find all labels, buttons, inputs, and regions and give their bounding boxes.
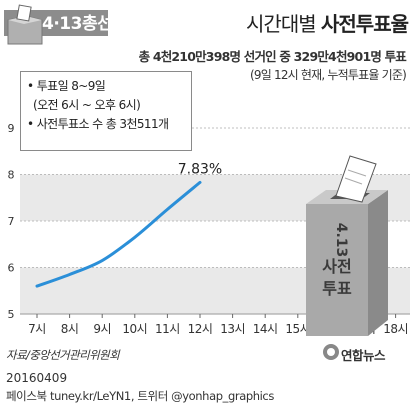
- publisher-logo: 연합뉴스: [341, 348, 386, 363]
- box-label-line2: 투표: [322, 279, 352, 298]
- publish-date: 20160409: [6, 371, 68, 385]
- source-credit: 자료/중앙선거관리위원회: [6, 348, 120, 362]
- x-tick-label: 8시: [61, 322, 79, 336]
- info-box: • 투표일 8~9일 (오전 6시 ~ 오후 6시) • 사전투표소 수 총 3…: [20, 71, 192, 151]
- y-tick-label: 6: [8, 262, 15, 275]
- election-badge: [4, 4, 108, 45]
- y-tick-label: 8: [8, 169, 15, 182]
- x-tick-label: 13시: [220, 322, 245, 336]
- paper-line: [344, 177, 363, 185]
- title-light: 시간대별: [246, 12, 321, 36]
- box-label-number: 4.13: [333, 223, 349, 258]
- series-line: [35, 180, 202, 288]
- y-tick-label: 7: [8, 215, 15, 228]
- y-tick-label: 9: [8, 122, 15, 135]
- x-tick-label: 12시: [188, 322, 213, 336]
- value-annotation: 7.83%: [178, 161, 222, 177]
- social-links: 페이스북 tuney.kr/LeYN1, 트위터 @yonhap_graphic…: [6, 389, 274, 403]
- title-bold: 사전투표율: [321, 12, 409, 36]
- ballot-box-illustration: 4.13 사전 투표: [306, 155, 388, 336]
- box-label-line1: 사전: [322, 257, 351, 276]
- x-tick-label: 18시: [383, 322, 408, 336]
- info-line-voting-days: • 투표일 8~9일: [27, 79, 106, 93]
- x-tick-label: 7시: [28, 322, 46, 336]
- ballot-paper: [335, 155, 377, 203]
- x-tick-label: 15시: [285, 322, 310, 336]
- info-line-hours: (오전 6시 ~ 오후 6시): [33, 98, 141, 112]
- x-tick-label: 10시: [122, 322, 147, 336]
- chart-note: (9일 12시 현재, 누적투표율 기준): [250, 68, 407, 82]
- x-tick-label: 11시: [155, 322, 180, 336]
- y-tick-label: 5: [8, 308, 15, 321]
- box-side: [368, 190, 388, 336]
- box-front: [306, 204, 368, 336]
- x-tick-label: 14시: [253, 322, 278, 336]
- page-title: 시간대별 사전투표율: [200, 8, 409, 37]
- badge-label: 4·13총선: [42, 14, 113, 34]
- paper-line: [347, 169, 367, 177]
- chart-subtitle: 총 4천210만398명 선거인 중 329만4천901명 투표: [138, 49, 407, 64]
- info-line-polling-stations: • 사전투표소 수 총 3천511개: [27, 117, 169, 131]
- ballot-paper-icon: [16, 4, 32, 22]
- y-axis-ticks: 5 6 7 8 9: [8, 122, 15, 321]
- yonhap-logo-icon: [323, 344, 339, 360]
- x-tick-label: 9시: [93, 322, 111, 336]
